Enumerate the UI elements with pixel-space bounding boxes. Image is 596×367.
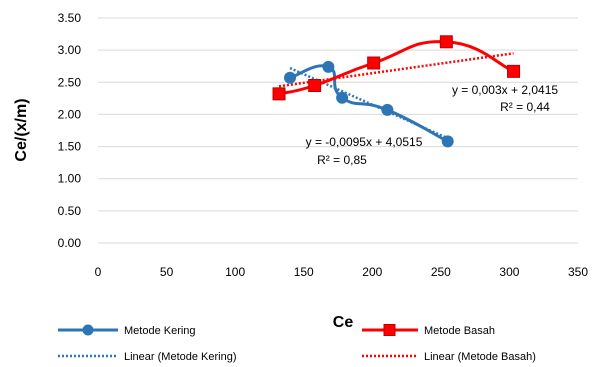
data-point-metode-basah: [367, 56, 381, 70]
legend-item-metode-kering: Metode Kering: [58, 324, 196, 337]
legend-label-linear-metode-basah: Linear (Metode Basah): [424, 351, 536, 363]
trendline-equation-basah: y = 0,003x + 2,0415: [452, 83, 558, 97]
data-point-metode-kering: [322, 60, 335, 73]
data-point-metode-kering: [441, 135, 454, 148]
data-point-metode-kering: [381, 103, 394, 116]
legend-item-metode-basah: Metode Basah: [362, 324, 495, 337]
data-point-metode-kering: [284, 71, 296, 84]
data-point-metode-basah: [439, 35, 453, 49]
legend-item-linear-metode-basah: Linear (Metode Basah): [362, 351, 536, 363]
y-tick-label: 1.50: [58, 140, 82, 154]
y-tick-label: 1.00: [58, 172, 82, 186]
x-tick-label: 350: [568, 265, 588, 279]
x-tick-label: 0: [95, 265, 102, 279]
y-tick-label: 2.50: [58, 75, 82, 89]
legend-marker-metode-basah: [383, 324, 396, 336]
y-tick-label: 2.00: [58, 107, 82, 121]
y-tick-label: 3.50: [58, 11, 82, 25]
trendline-r2-basah: R² = 0,44: [500, 100, 550, 114]
legend-label-metode-kering: Metode Kering: [124, 325, 196, 337]
y-tick-label: 3.00: [58, 43, 82, 57]
data-point-metode-basah: [308, 79, 322, 92]
legend-item-linear-metode-kering: Linear (Metode Kering): [58, 351, 237, 363]
legend: Metode Kering Metode Basah Linear (Metod…: [58, 324, 536, 363]
y-tick-label: 0.50: [58, 204, 82, 218]
x-tick-label: 300: [499, 265, 519, 279]
x-tick-label: 200: [362, 265, 382, 279]
x-tick-label: 150: [294, 265, 314, 279]
x-tick-label: 100: [225, 265, 245, 279]
trendline-linear-metode-basah: [278, 52, 514, 88]
series-line-metode-kering: [289, 64, 449, 143]
series-group: [272, 35, 521, 148]
data-point-metode-basah: [272, 87, 286, 101]
x-axis-ticks: 0 50 100 150 200 250 300 350: [95, 265, 589, 279]
y-axis-title: Ce/(x/m): [13, 98, 30, 161]
x-tick-label: 250: [431, 265, 451, 279]
gridlines: [98, 17, 578, 244]
x-tick-label: 50: [160, 265, 174, 279]
trendline-equation-kering: y = -0,0095x + 4,0515: [306, 135, 423, 149]
data-point-metode-basah: [507, 64, 521, 78]
trendline-r2-kering: R² = 0,85: [317, 153, 367, 167]
legend-label-linear-metode-kering: Linear (Metode Kering): [124, 351, 237, 363]
x-axis-title: Ce: [333, 314, 354, 331]
y-axis-ticks: 0.00 0.50 1.00 1.50 2.00 2.50 3.00 3.50: [58, 11, 82, 250]
legend-label-metode-basah: Metode Basah: [424, 325, 495, 337]
y-tick-label: 0.00: [58, 236, 82, 250]
data-point-metode-kering: [336, 91, 349, 104]
legend-marker-metode-kering: [82, 324, 94, 336]
